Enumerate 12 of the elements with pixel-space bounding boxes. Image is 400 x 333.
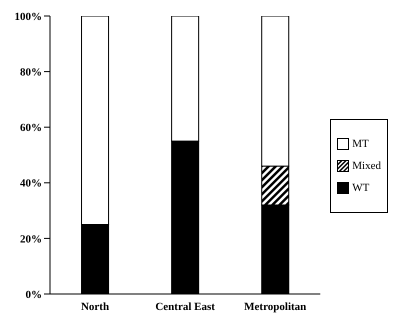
x-tick-label: Central East xyxy=(155,300,216,313)
y-tick-label: 40% xyxy=(20,178,42,190)
legend-label: WT xyxy=(352,182,370,194)
text: Mixed xyxy=(352,160,381,172)
y-tick-label: 100% xyxy=(14,10,42,23)
x-tick-label: North xyxy=(80,300,110,313)
x-tick-label: Metropolitan xyxy=(244,300,306,313)
y-tick-label: 80% xyxy=(20,66,42,79)
y-tick-label: 0% xyxy=(26,288,42,301)
y-tick-label: 20% xyxy=(20,233,42,246)
y-tick-label: 60% xyxy=(20,122,42,134)
legend-label: MT xyxy=(352,138,369,150)
